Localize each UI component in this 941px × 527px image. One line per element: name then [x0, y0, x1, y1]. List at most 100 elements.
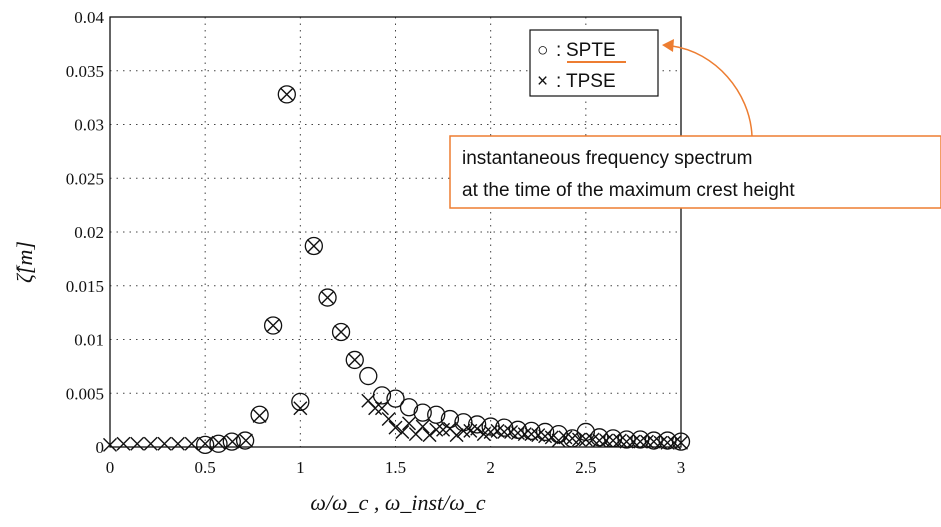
data-point-tpse: [436, 422, 451, 437]
data-point-tpse: [266, 318, 281, 333]
data-point-tpse: [497, 424, 512, 439]
data-point-tpse: [633, 434, 648, 449]
data-point-tpse: [626, 434, 641, 449]
data-point-spte: [250, 405, 269, 424]
data-point-tpse: [143, 436, 158, 451]
data-point-tpse: [170, 436, 185, 451]
data-point-tpse: [639, 434, 654, 449]
data-point-tpse: [646, 434, 661, 449]
data-point-tpse: [368, 401, 383, 416]
annotation-box: [449, 135, 941, 209]
data-point-tpse: [571, 432, 586, 447]
data-point-tpse: [490, 423, 505, 438]
data-point-tpse: [429, 422, 444, 437]
data-point-tpse: [395, 424, 410, 439]
data-point-tpse: [606, 433, 621, 448]
y-tick-label: 0.015: [66, 277, 104, 296]
data-point-tpse: [103, 437, 117, 452]
data-point-tpse: [544, 430, 559, 445]
data-point-spte: [440, 409, 460, 429]
data-point-tpse: [381, 412, 396, 427]
data-point-tpse: [306, 238, 321, 253]
data-point-tpse: [565, 431, 580, 446]
y-tick-label: 0.03: [74, 116, 104, 135]
y-tick-label: 0.04: [74, 8, 104, 27]
data-point-spte: [535, 422, 555, 442]
y-tick-labels: 0 0.005 0.01 0.015 0.02 0.025 0.03 0.035 0.04: [66, 8, 105, 457]
series-tpse: [103, 87, 688, 452]
x-tick-label: 1: [296, 458, 305, 477]
x-tick-labels: 0 0.5 1 1.5 2 2.5 3: [106, 458, 686, 477]
data-point-tpse: [599, 433, 614, 448]
data-point-tpse: [374, 401, 389, 416]
data-point-tpse: [334, 324, 349, 339]
data-point-tpse: [225, 434, 240, 449]
data-point-tpse: [660, 435, 675, 450]
data-point-tpse: [388, 420, 403, 435]
data-point-tpse: [524, 427, 539, 442]
data-point-tpse: [531, 428, 546, 443]
data-point-spte: [468, 415, 487, 434]
legend-symbol-tpse: ×: [537, 71, 548, 92]
x-tick-label: 2.5: [575, 458, 596, 477]
plot-frame: [109, 16, 682, 448]
data-point-tpse: [252, 408, 267, 423]
annotation-arrow: [671, 45, 753, 137]
annotation-callout: instantaneous frequency spectrum at the …: [449, 39, 941, 209]
x-axis-label: ω/ω_c , ω_inst/ω_c: [310, 490, 485, 515]
data-point-spte: [222, 432, 241, 451]
data-point-tpse: [456, 423, 471, 438]
data-point-tpse: [415, 419, 430, 434]
legend-sep-spte: :: [556, 40, 561, 61]
legend-label-spte: SPTE: [566, 40, 616, 61]
data-point-tpse: [470, 421, 485, 436]
data-point-tpse: [184, 436, 199, 451]
y-tick-label: 0.035: [66, 62, 104, 81]
legend-sep-tpse: :: [556, 71, 561, 92]
data-point-tpse: [279, 87, 294, 102]
data-point-tpse: [578, 432, 593, 447]
data-point-tpse: [510, 426, 525, 441]
data-point-tpse: [674, 435, 688, 450]
x-tick-label: 1.5: [385, 458, 406, 477]
data-point-tpse: [130, 436, 145, 451]
data-point-tpse: [198, 436, 213, 451]
data-point-spte: [345, 350, 364, 370]
data-point-tpse: [422, 428, 437, 443]
legend-symbol-spte: ○: [537, 40, 548, 61]
series: [103, 85, 691, 455]
data-point-spte: [318, 288, 337, 307]
data-point-spte: [209, 434, 228, 453]
data-point-spte: [427, 405, 446, 424]
y-axis-label: ζ̂[m]: [12, 241, 37, 283]
data-point-spte: [235, 431, 255, 450]
data-point-tpse: [504, 424, 519, 439]
legend: ○ : SPTE × : TPSE: [529, 29, 659, 97]
data-point-spte: [196, 435, 215, 455]
data-point-tpse: [449, 428, 464, 443]
data-point-tpse: [551, 433, 566, 448]
y-tick-label: 0.01: [74, 331, 104, 350]
y-tick-label: 0: [96, 438, 105, 457]
data-point-tpse: [653, 435, 668, 450]
data-point-spte: [399, 398, 419, 417]
y-tick-label: 0.02: [74, 223, 104, 242]
data-point-tpse: [592, 433, 607, 448]
annotation-line-1: instantaneous frequency spectrum: [462, 148, 752, 169]
legend-label-tpse: TPSE: [566, 71, 616, 92]
data-point-spte: [277, 85, 296, 104]
data-point-spte: [263, 316, 283, 335]
data-point-tpse: [293, 401, 308, 416]
data-point-tpse: [402, 416, 417, 431]
x-tick-label: 0.5: [195, 458, 216, 477]
data-point-tpse: [347, 352, 362, 367]
data-point-tpse: [238, 433, 253, 448]
data-point-spte: [331, 322, 351, 342]
x-tick-label: 0: [106, 458, 115, 477]
data-point-tpse: [619, 434, 634, 449]
data-point-tpse: [116, 436, 131, 451]
data-point-tpse: [320, 290, 335, 305]
data-point-spte: [413, 403, 432, 422]
data-point-spte: [590, 428, 609, 447]
